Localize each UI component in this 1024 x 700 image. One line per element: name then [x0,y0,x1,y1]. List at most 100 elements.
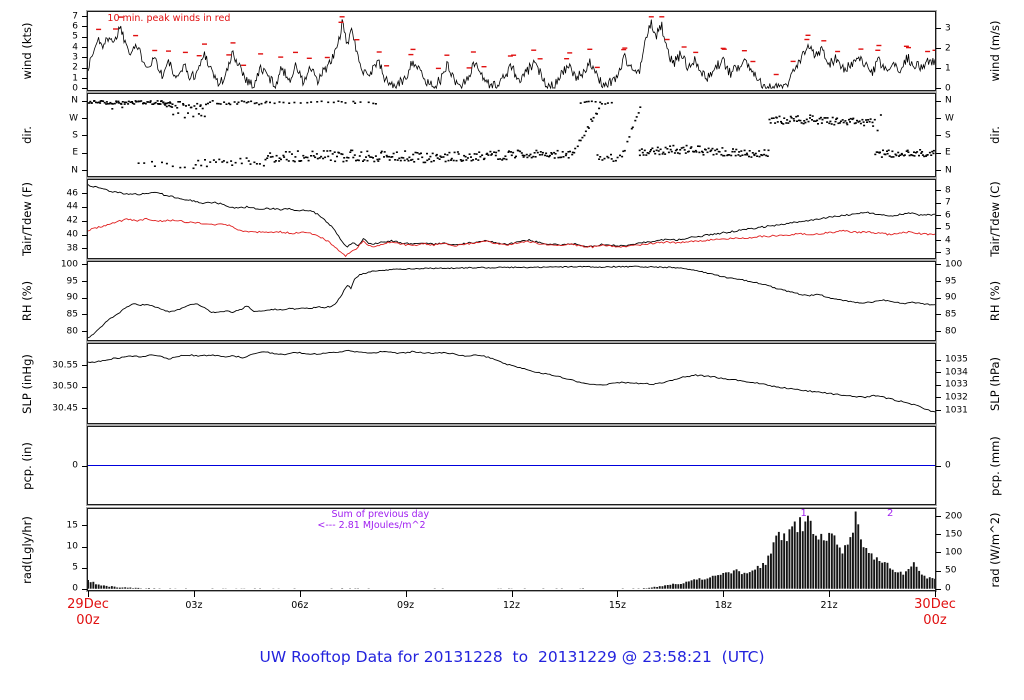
radiation-bar [849,537,852,589]
direction-dot [478,151,481,153]
direction-dot [718,151,721,153]
direction-dot [331,153,334,155]
direction-dot [601,159,604,161]
direction-dot [824,117,827,119]
direction-dot [816,119,819,122]
temp-left-tick [82,193,87,195]
direction-dot [754,152,757,155]
direction-dot [255,163,258,165]
temp-left-tick [82,220,87,222]
direction-dot [356,159,359,161]
direction-dot [481,154,484,156]
direction-dot [365,156,367,158]
direction-dot [168,104,171,107]
temp-right-tick [936,190,941,192]
pcp-left-axis-title: pcp. (in) [20,441,34,490]
direction-dot [564,154,567,157]
slp-left-axis-title: SLP (inHg) [20,353,34,414]
direction-dot [701,150,703,153]
direction-dot [768,118,771,121]
direction-dot [207,102,209,105]
direction-dot [271,155,274,158]
direction-dot [761,154,764,157]
direction-dot [610,101,613,104]
direction-dot [557,156,560,159]
direction-dot [903,154,906,156]
direction-dot [200,164,203,167]
rad-annotation-3: 2 [886,508,894,519]
peak-wind-mark [444,54,450,56]
direction-dot [421,156,424,159]
direction-dot [199,104,202,106]
direction-dot [245,101,248,104]
direction-dot [670,150,673,153]
direction-dot [647,152,650,155]
direction-dot [105,103,108,105]
direction-dot [638,149,641,152]
slp-right-tick-label: 1032 [945,392,968,403]
direction-dot [346,156,349,159]
direction-dot [772,117,775,119]
radiation-bar [642,588,645,589]
temp-left-tick [82,234,87,236]
direction-dot [510,154,513,157]
direction-dot [300,160,303,162]
direction-dot [205,165,208,168]
direction-dot [651,147,654,150]
direction-dot [320,100,323,103]
direction-dot [549,154,551,157]
direction-dot [821,118,824,121]
direction-dot [171,165,174,168]
direction-dot [403,159,406,162]
wind-right-tick-label: 0 [945,83,951,94]
radiation-bar [791,526,794,589]
direction-dot [698,145,701,148]
direction-dot [795,115,798,118]
x-axis-tick-label: 15z [608,600,626,611]
radiation-bar [825,540,828,589]
direction-dot [763,149,766,151]
radiation-bar [97,584,100,589]
direction-dot [444,160,447,163]
direction-dot [209,101,212,103]
temp-left-tick-label: 46 [66,188,78,199]
x-axis-tick [511,591,513,597]
slp-left-tick [82,408,87,410]
rad-left-tick-label: 10 [66,541,78,552]
direction-dot [102,100,105,102]
direction-dot [834,120,837,123]
direction-dot [258,103,261,106]
radiation-bar [777,531,780,589]
radiation-bar [793,521,796,589]
direction-dot [455,159,458,162]
direction-dot [574,147,577,150]
radiation-bar [701,579,704,589]
direction-dot [204,159,206,161]
direction-dot [134,100,137,102]
direction-dot [237,101,240,104]
direction-dot [928,151,931,154]
peak-wind-mark [241,64,247,66]
direction-dot [199,105,202,107]
direction-dot [730,154,733,157]
rad-annotation-2: 1 [800,508,807,519]
direction-dot [604,103,607,105]
direction-dot [838,122,841,124]
direction-dot [796,115,799,117]
direction-dot [320,155,323,158]
direction-dot [162,101,165,104]
slp-left-tick-label: 30.55 [52,360,78,371]
rad-left-tick [82,525,87,527]
wind-left-tick-label: 2 [72,62,78,73]
rh-right-tick [936,314,941,316]
direction-dot [726,154,729,157]
direction-dot [209,161,212,163]
direction-dot [664,146,667,149]
wind-left-tick-label: 3 [72,52,78,63]
direction-dot [450,157,453,160]
direction-dot [879,114,882,116]
rad-right-tick-label: 200 [945,511,963,522]
direction-dot [587,100,590,103]
direction-dot [240,162,243,165]
panel-rad [86,507,937,592]
